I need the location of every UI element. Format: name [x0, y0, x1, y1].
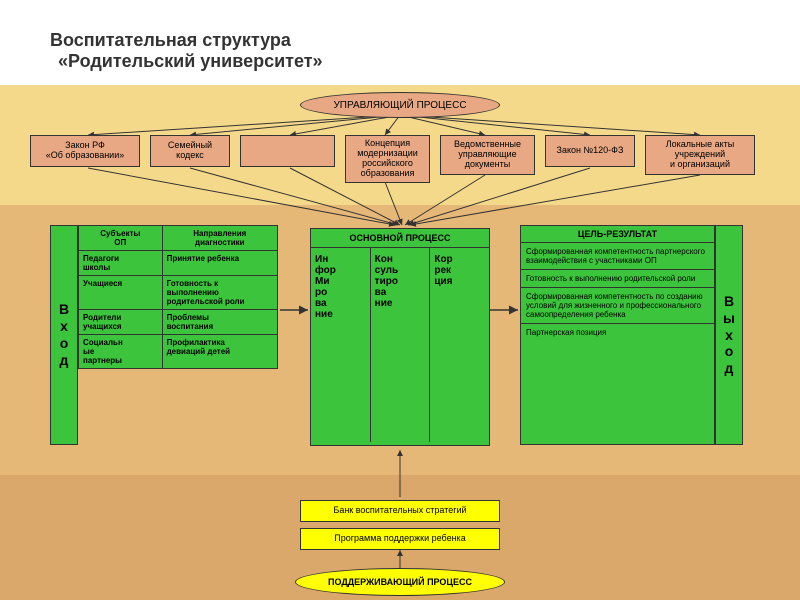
input-hdr-0: Субъекты ОП: [79, 226, 163, 251]
vyhod-label: В ы х о д: [715, 225, 743, 445]
main-col-0: Ин фор Ми ро ва ние: [311, 248, 371, 442]
input-table: Субъекты ОП Направления диагностики Педа…: [78, 225, 278, 369]
yellow-label: Банк воспитательных стратегий: [333, 506, 466, 516]
law-box-0: Закон РФ «Об образовании»: [30, 135, 140, 167]
main-col-2: Кор рек ция: [430, 248, 489, 442]
title-line2: «Родительский университет»: [58, 51, 323, 72]
main-col-1: Кон суль тиро ва ние: [371, 248, 431, 442]
goal-row: Партнерская позиция: [521, 324, 714, 341]
top-ellipse: УПРАВЛЯЮЩИЙ ПРОЦЕСС: [300, 92, 500, 118]
goal-row: Готовность к выполнению родительской рол…: [521, 270, 714, 288]
law-box-4: Ведомственные управляющие документы: [440, 135, 535, 175]
goal-row: Сформированная компетентность партнерско…: [521, 243, 714, 270]
law-box-6: Локальные акты учреждений и организаций: [645, 135, 755, 175]
vhod-label: В х о д: [50, 225, 78, 445]
law-box-2: [240, 135, 335, 167]
cell: Готовность к выполнению родительской рол…: [162, 276, 277, 310]
law-box-1: Семейный кодекс: [150, 135, 230, 167]
bottom-ellipse: ПОДДЕРЖИВАЮЩИЙ ПРОЦЕСС: [295, 568, 505, 596]
law-box-5: Закон №120-ФЗ: [545, 135, 635, 167]
goal-row: Сформированная компетентность по создани…: [521, 288, 714, 324]
bottom-ellipse-label: ПОДДЕРЖИВАЮЩИЙ ПРОЦЕСС: [328, 577, 472, 587]
title-line1: Воспитательная структура: [50, 30, 323, 51]
table-row: УчащиесяГотовность к выполнению родитель…: [79, 276, 278, 310]
yellow-box-0: Банк воспитательных стратегий: [300, 500, 500, 522]
law-box-label: Ведомственные управляющие документы: [454, 140, 521, 170]
table-row: Социальн ые партнерыПрофилактика девиаци…: [79, 335, 278, 369]
main-process-cols: Ин фор Ми ро ва ние Кон суль тиро ва ние…: [311, 248, 489, 442]
top-ellipse-label: УПРАВЛЯЮЩИЙ ПРОЦЕСС: [333, 100, 466, 111]
law-box-label: Закон РФ «Об образовании»: [46, 141, 124, 161]
cell: Педагоги школы: [79, 251, 163, 276]
table-header-row: Субъекты ОП Направления диагностики: [79, 226, 278, 251]
page-title: Воспитательная структура «Родительский у…: [50, 30, 323, 72]
goal-header: ЦЕЛЬ-РЕЗУЛЬТАТ: [521, 226, 714, 243]
table-row: Родители учащихсяПроблемы воспитания: [79, 310, 278, 335]
main-process: ОСНОВНОЙ ПРОЦЕСС Ин фор Ми ро ва ние Кон…: [310, 228, 490, 446]
goal-result: ЦЕЛЬ-РЕЗУЛЬТАТ Сформированная компетентн…: [520, 225, 715, 445]
cell: Социальн ые партнеры: [79, 335, 163, 369]
input-hdr-1: Направления диагностики: [162, 226, 277, 251]
law-box-label: Концепция модернизации российского образ…: [357, 139, 418, 179]
yellow-label: Программа поддержки ребенка: [334, 534, 465, 544]
yellow-box-1: Программа поддержки ребенка: [300, 528, 500, 550]
cell: Принятие ребенка: [162, 251, 277, 276]
main-process-header: ОСНОВНОЙ ПРОЦЕСС: [311, 229, 489, 248]
vyhod-text: В ы х о д: [723, 293, 735, 377]
cell: Проблемы воспитания: [162, 310, 277, 335]
cell: Профилактика девиаций детей: [162, 335, 277, 369]
cell: Учащиеся: [79, 276, 163, 310]
law-box-label: Семейный кодекс: [168, 141, 212, 161]
law-box-label: Закон №120-ФЗ: [557, 146, 624, 156]
law-box-3: Концепция модернизации российского образ…: [345, 135, 430, 183]
vhod-text: В х о д: [59, 301, 69, 368]
cell: Родители учащихся: [79, 310, 163, 335]
table-row: Педагоги школыПринятие ребенка: [79, 251, 278, 276]
law-box-label: Локальные акты учреждений и организаций: [666, 140, 735, 170]
